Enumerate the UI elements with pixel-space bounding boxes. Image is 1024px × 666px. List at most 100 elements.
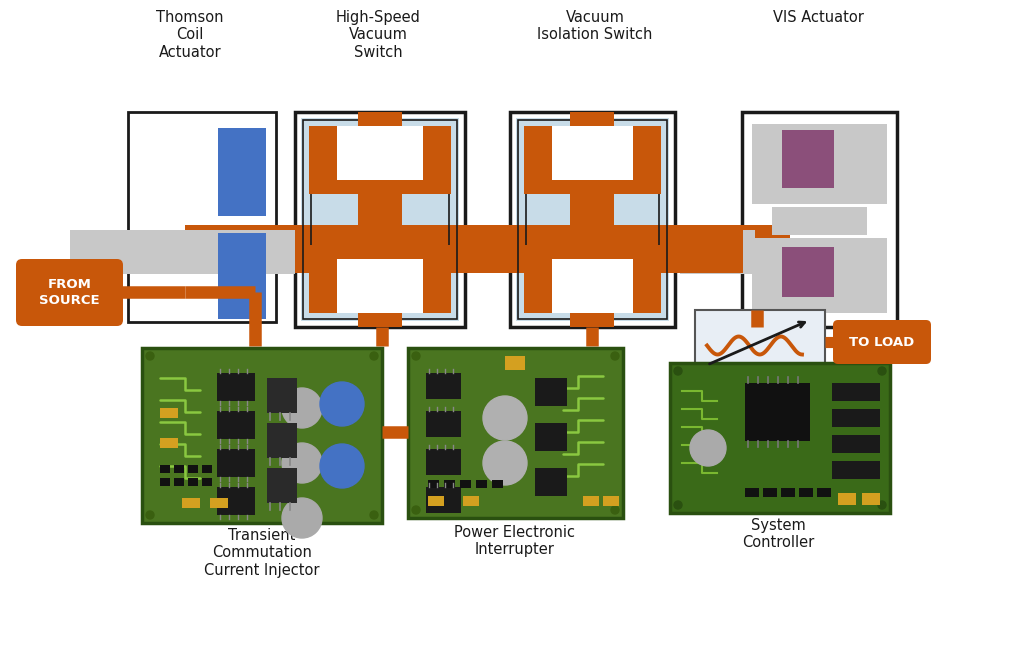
Bar bbox=[505, 356, 525, 370]
Bar bbox=[838, 493, 856, 505]
Circle shape bbox=[483, 441, 527, 485]
Circle shape bbox=[412, 506, 420, 514]
Circle shape bbox=[878, 367, 886, 375]
Bar bbox=[408, 348, 623, 518]
Circle shape bbox=[611, 352, 618, 360]
Bar bbox=[583, 496, 599, 506]
Bar bbox=[745, 488, 759, 497]
Bar bbox=[524, 245, 662, 313]
Bar bbox=[303, 120, 457, 319]
Bar bbox=[476, 480, 487, 488]
Bar bbox=[426, 449, 461, 475]
Bar bbox=[862, 493, 880, 505]
Bar bbox=[267, 468, 297, 503]
Bar bbox=[772, 207, 867, 235]
Circle shape bbox=[282, 388, 322, 428]
Text: FROM
SOURCE: FROM SOURCE bbox=[39, 278, 99, 306]
Bar bbox=[460, 480, 471, 488]
Text: Power Electronic
Interrupter: Power Electronic Interrupter bbox=[455, 525, 575, 557]
Bar bbox=[831, 435, 880, 453]
Bar bbox=[160, 408, 178, 418]
Bar bbox=[188, 465, 198, 473]
Circle shape bbox=[282, 443, 322, 483]
Bar bbox=[518, 120, 667, 319]
Bar bbox=[202, 465, 212, 473]
Circle shape bbox=[690, 430, 726, 466]
Bar bbox=[752, 238, 887, 313]
Text: TO LOAD: TO LOAD bbox=[849, 336, 914, 348]
Bar bbox=[428, 480, 439, 488]
Circle shape bbox=[674, 501, 682, 509]
Bar bbox=[311, 128, 449, 311]
Bar bbox=[142, 348, 382, 523]
Bar bbox=[695, 310, 825, 375]
Bar bbox=[463, 496, 479, 506]
FancyBboxPatch shape bbox=[833, 320, 931, 364]
Bar bbox=[603, 496, 618, 506]
Bar bbox=[516, 118, 669, 321]
Bar bbox=[752, 124, 887, 204]
Bar bbox=[745, 383, 810, 441]
Bar bbox=[526, 128, 659, 311]
Bar bbox=[426, 373, 461, 399]
Bar bbox=[781, 488, 795, 497]
Bar bbox=[670, 363, 890, 513]
Bar bbox=[552, 126, 633, 180]
Circle shape bbox=[483, 396, 527, 440]
Bar bbox=[782, 130, 834, 188]
Bar bbox=[128, 112, 276, 322]
Bar bbox=[160, 438, 178, 448]
Text: High-Speed
Vacuum
Switch: High-Speed Vacuum Switch bbox=[336, 10, 421, 60]
Bar bbox=[309, 245, 451, 313]
Bar bbox=[426, 487, 461, 513]
Bar bbox=[217, 449, 255, 477]
Text: Thomson
Coil
Actuator: Thomson Coil Actuator bbox=[157, 10, 224, 60]
Bar bbox=[188, 478, 198, 486]
Circle shape bbox=[282, 498, 322, 538]
Bar bbox=[535, 423, 567, 451]
Bar bbox=[742, 112, 897, 327]
Text: Transient
Commutation
Current Injector: Transient Commutation Current Injector bbox=[204, 528, 319, 578]
Bar bbox=[680, 230, 755, 274]
Bar bbox=[182, 498, 200, 508]
Circle shape bbox=[146, 352, 154, 360]
Bar bbox=[492, 480, 503, 488]
Bar bbox=[799, 488, 813, 497]
Bar bbox=[426, 411, 461, 437]
Text: Variable Inductor: Variable Inductor bbox=[695, 378, 820, 393]
Bar bbox=[301, 118, 459, 321]
Bar bbox=[309, 126, 451, 194]
Circle shape bbox=[319, 382, 364, 426]
FancyBboxPatch shape bbox=[16, 259, 123, 326]
Text: VIS Actuator: VIS Actuator bbox=[772, 10, 863, 25]
Bar bbox=[782, 247, 834, 297]
Bar bbox=[202, 478, 212, 486]
Bar bbox=[174, 465, 184, 473]
Bar bbox=[675, 225, 743, 273]
Bar bbox=[817, 488, 831, 497]
Bar bbox=[217, 373, 255, 401]
Circle shape bbox=[370, 511, 378, 519]
Bar bbox=[444, 480, 455, 488]
Bar bbox=[160, 478, 170, 486]
Bar bbox=[831, 383, 880, 401]
Circle shape bbox=[611, 506, 618, 514]
Bar bbox=[535, 378, 567, 406]
Bar bbox=[217, 411, 255, 439]
Bar bbox=[552, 259, 633, 313]
Bar bbox=[218, 233, 266, 319]
Bar bbox=[218, 128, 266, 216]
Bar bbox=[295, 112, 465, 327]
Bar bbox=[763, 488, 777, 497]
Bar bbox=[337, 126, 423, 180]
Text: Vacuum
Isolation Switch: Vacuum Isolation Switch bbox=[538, 10, 652, 43]
Bar bbox=[185, 225, 790, 273]
Bar bbox=[267, 423, 297, 458]
Bar bbox=[337, 259, 423, 313]
Bar bbox=[535, 468, 567, 496]
Bar bbox=[210, 498, 228, 508]
Bar bbox=[428, 496, 444, 506]
Bar bbox=[174, 478, 184, 486]
Bar bbox=[160, 465, 170, 473]
Circle shape bbox=[146, 511, 154, 519]
